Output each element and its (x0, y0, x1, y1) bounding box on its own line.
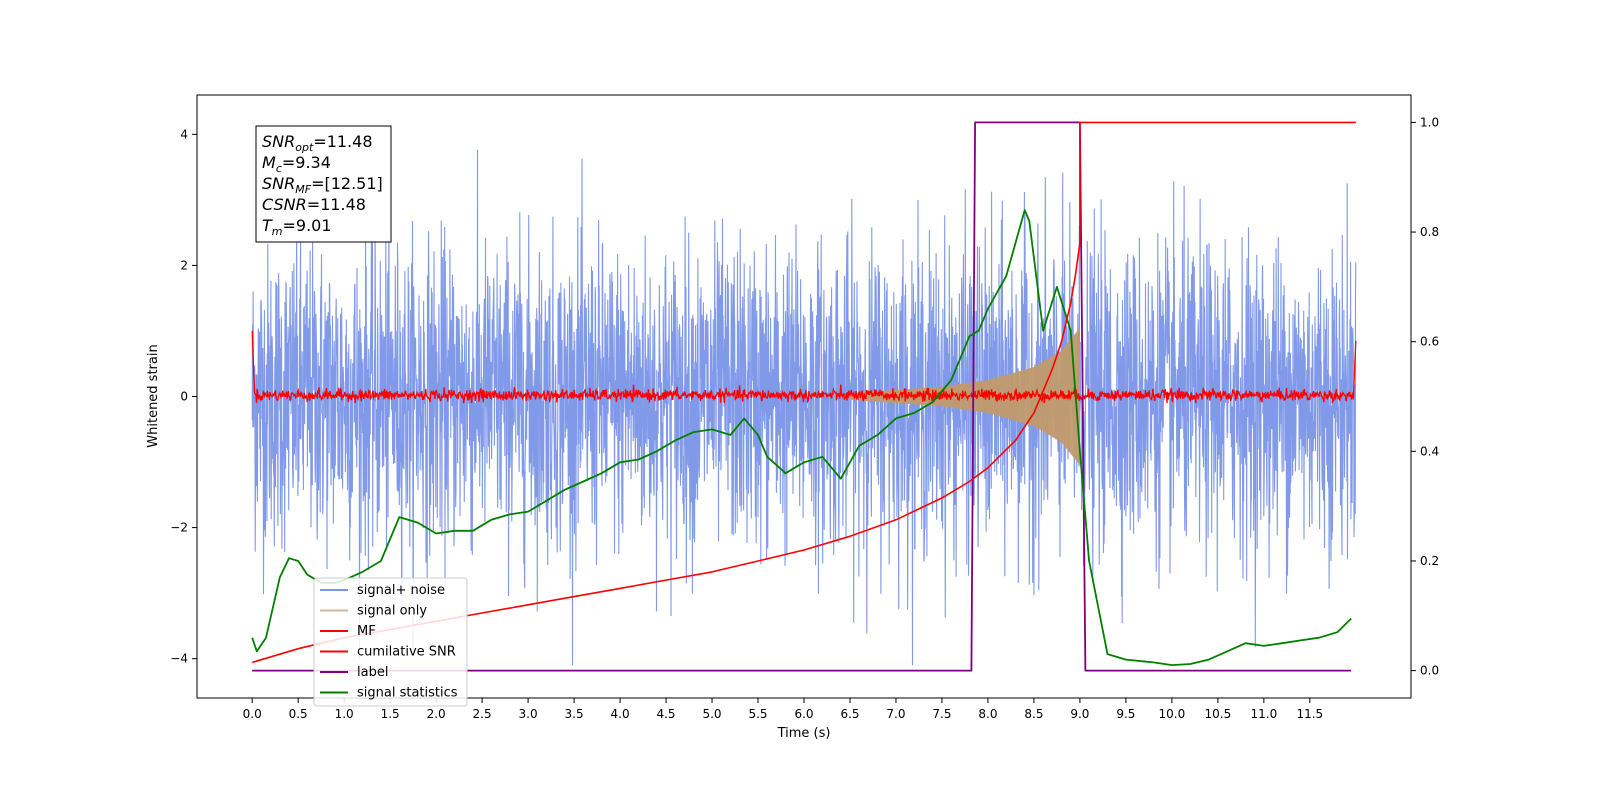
legend-entry[interactable]: signal only (357, 604, 427, 619)
annotation-subscript: c (276, 162, 282, 175)
annotation-subscript: opt (295, 141, 314, 154)
x-tick-label: 2.0 (427, 707, 446, 721)
legend-entry[interactable]: label (357, 665, 388, 680)
y-axis-label: Whitened strain (146, 344, 161, 447)
x-tick-label: 9.0 (1070, 707, 1089, 721)
legend-entry[interactable]: signal+ noise (357, 583, 445, 598)
x-tick-label: 3.5 (565, 707, 584, 721)
legend-entry[interactable]: signal statistics (357, 686, 458, 701)
y-axis-right: 0.0 0.2 0.4 0.6 0.8 1.0 (1411, 115, 1439, 678)
annotation-value: =[12.51] (311, 174, 383, 193)
series-mf (251, 330, 1357, 404)
annotation-symbol: T (262, 216, 273, 235)
annotation-line: SNRMF=[12.51] (262, 174, 383, 196)
x-tick-label: 5.5 (748, 707, 767, 721)
y-right-tick-label: 0.4 (1420, 444, 1439, 458)
series-signal-only (850, 327, 1080, 466)
annotation-symbol: SNR (262, 132, 295, 151)
x-tick-label: 7.5 (932, 707, 951, 721)
series-signal-noise (251, 149, 1357, 666)
x-tick-label: 5.0 (702, 707, 721, 721)
x-axis: 0.0 0.5 1.0 1.5 2.0 2.5 3.0 3.5 4.0 4.5 5.0 5.5 6.0 6… (243, 698, 1323, 721)
annotation-value: =11.48 (307, 195, 366, 214)
x-tick-label: 10.5 (1205, 707, 1232, 721)
x-tick-label: 6.5 (840, 707, 859, 721)
x-tick-label: 4.0 (611, 707, 630, 721)
annotation-subscript: MF (295, 183, 311, 196)
y-right-tick-label: 1.0 (1420, 115, 1439, 129)
y-right-tick-label: 0.2 (1420, 554, 1439, 568)
annotation-symbol: M (262, 153, 276, 172)
x-tick-label: 4.5 (656, 707, 675, 721)
series-signal-statistics (251, 209, 1352, 666)
y-tick-label: −4 (170, 652, 188, 666)
annotation-value: =11.48 (313, 132, 372, 151)
x-tick-label: 1.5 (381, 707, 400, 721)
x-tick-label: 8.0 (978, 707, 997, 721)
legend-frame (313, 577, 468, 707)
y-right-tick-label: 0.8 (1420, 225, 1439, 239)
annotation-value: =9.01 (283, 216, 332, 235)
x-tick-label: 7.0 (886, 707, 905, 721)
legend-entry[interactable]: cumilative SNR (357, 645, 456, 660)
series-label (252, 121, 1352, 672)
y-right-tick-label: 0.6 (1420, 335, 1439, 349)
x-tick-label: 0.5 (289, 707, 308, 721)
y-tick-label: 4 (180, 127, 188, 141)
y-tick-label: 0 (180, 390, 188, 404)
annotation-symbol: CSNR (262, 195, 307, 214)
y-right-tick-label: 0.0 (1420, 664, 1439, 678)
annotation-symbol: SNR (262, 174, 295, 193)
y-tick-label: 2 (180, 258, 188, 272)
annotation-line: CSNR=11.48 (262, 195, 366, 214)
legend[interactable]: signal+ noise signal only MF cumilative SNR… (313, 577, 468, 707)
x-tick-label: 10.0 (1159, 707, 1186, 721)
x-axis-label: Time (s) (777, 726, 831, 741)
x-tick-label: 8.5 (1024, 707, 1043, 721)
annotation-subscript: m (272, 225, 283, 238)
y-tick-label: −2 (170, 521, 188, 535)
x-tick-label: 1.0 (335, 707, 354, 721)
x-tick-label: 6.0 (794, 707, 813, 721)
x-tick-label: 11.0 (1250, 707, 1277, 721)
y-axis-left: −4 −2 0 2 4 (170, 127, 197, 666)
x-tick-label: 9.5 (1116, 707, 1135, 721)
annotation-value: =9.34 (282, 153, 331, 172)
stats-annotation-box: SNRopt=11.48Mc=9.34SNRMF=[12.51]CSNR=11.… (255, 125, 392, 243)
annotation-line: Tm=9.01 (262, 216, 332, 238)
x-tick-label: 11.5 (1296, 707, 1323, 721)
x-tick-label: 0.0 (243, 707, 262, 721)
annotation-line: SNRopt=11.48 (262, 132, 373, 154)
legend-entry[interactable]: MF (357, 624, 376, 639)
x-tick-label: 3.0 (519, 707, 538, 721)
x-tick-label: 2.5 (473, 707, 492, 721)
annotation-line: Mc=9.34 (262, 153, 331, 175)
annotation-frame (255, 125, 392, 243)
